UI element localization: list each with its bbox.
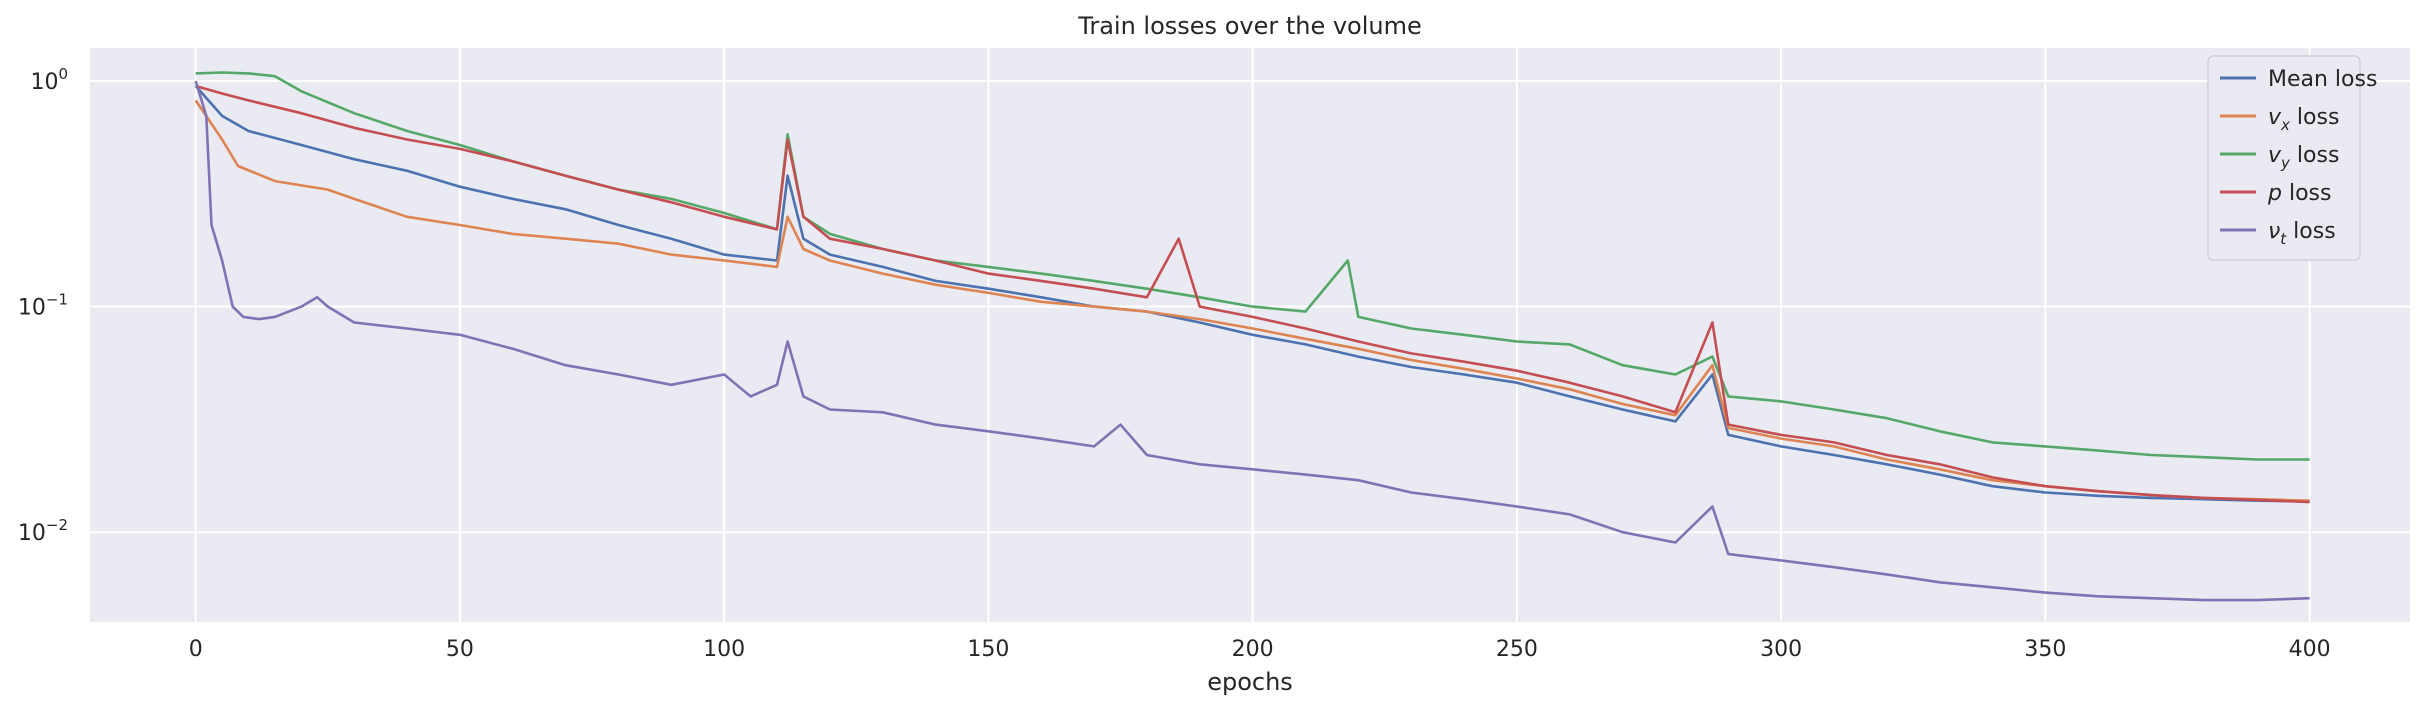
y-tick-label: 10−2 bbox=[18, 516, 68, 546]
x-axis-title: epochs bbox=[1207, 668, 1293, 696]
x-tick-label: 0 bbox=[189, 637, 203, 662]
x-tick-label: 150 bbox=[967, 637, 1009, 662]
chart-title: Train losses over the volume bbox=[1077, 12, 1422, 40]
x-tick-label: 350 bbox=[2024, 637, 2066, 662]
legend: Mean loss vx loss vy loss p loss νt loss bbox=[2207, 55, 2377, 261]
x-tick-label: 300 bbox=[1760, 637, 1802, 662]
series-line-4 bbox=[194, 80, 2310, 602]
y-axis: 10−2 10−1 100 bbox=[18, 65, 68, 546]
legend-label: vx loss bbox=[2268, 105, 2339, 134]
legend-label: νt loss bbox=[2268, 219, 2336, 248]
x-tick-label: 100 bbox=[703, 637, 745, 662]
series-line-3 bbox=[195, 84, 2310, 504]
legend-label: Mean loss bbox=[2268, 67, 2377, 92]
legend-label: vy loss bbox=[2268, 143, 2339, 172]
x-tick-label: 200 bbox=[1232, 637, 1274, 662]
series-layer bbox=[194, 71, 2310, 602]
y-tick-label: 100 bbox=[30, 65, 68, 95]
series-line-0 bbox=[194, 85, 2310, 503]
legend-label: p loss bbox=[2267, 181, 2331, 206]
series-line-1 bbox=[194, 99, 2310, 502]
x-tick-label: 400 bbox=[2289, 637, 2331, 662]
x-axis: 0 50 100 150 200 250 300 350 400 bbox=[189, 637, 2331, 662]
x-tick-label: 50 bbox=[446, 637, 474, 662]
x-tick-label: 250 bbox=[1496, 637, 1538, 662]
y-tick-label: 10−1 bbox=[18, 291, 68, 321]
legend-box bbox=[2207, 55, 2361, 261]
